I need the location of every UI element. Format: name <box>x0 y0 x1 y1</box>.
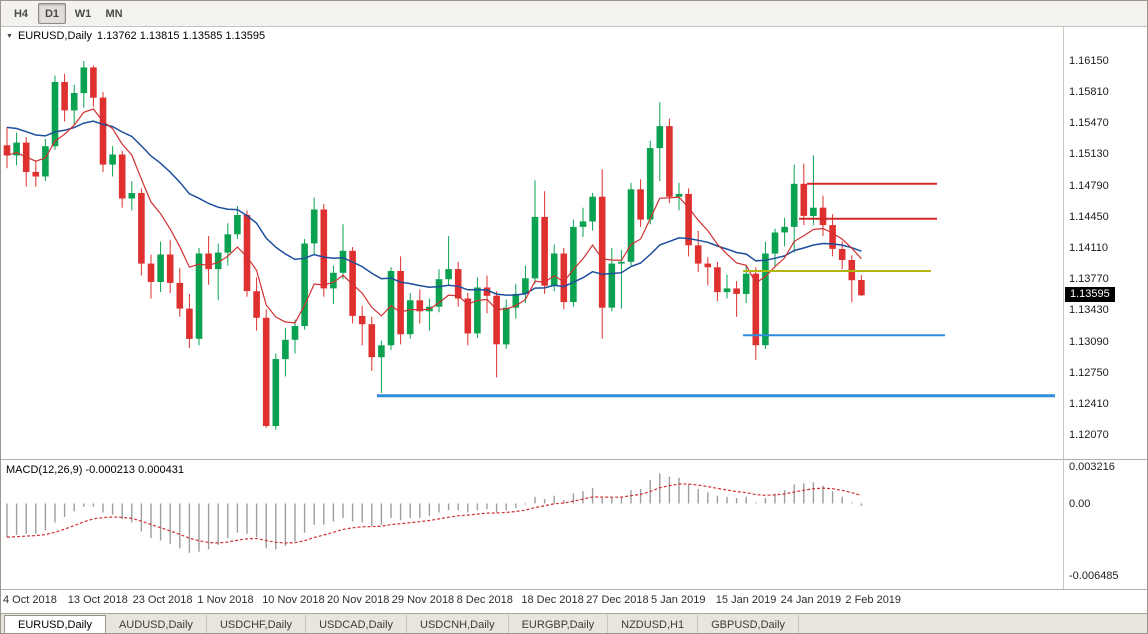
date-axis-label: 29 Nov 2018 <box>391 594 455 606</box>
price-axis-label: 1.13430 <box>1069 304 1109 317</box>
tab-usdcnh-daily[interactable]: USDCNH,Daily <box>407 615 509 633</box>
timeframe-button-d1[interactable]: D1 <box>38 3 66 24</box>
chart-tabs-bar: EURUSD,Daily AUDUSD,Daily USDCHF,Daily USDC… <box>1 613 1147 633</box>
timeframe-button-mn[interactable]: MN <box>105 7 123 20</box>
price-axis[interactable]: 1.13595 1.16150 1.15810 1.15470 1.15130 1.14… <box>1063 27 1147 589</box>
price-axis-label: 1.12750 <box>1069 366 1109 379</box>
price-axis-label: 1.16150 <box>1069 54 1109 67</box>
date-axis-label: 1 Nov 2018 <box>197 594 254 606</box>
time-axis-separator <box>1 589 1147 590</box>
macd-histogram <box>6 473 863 553</box>
panel-splitter[interactable] <box>1 459 1147 460</box>
date-axis-label: 10 Nov 2018 <box>262 594 325 606</box>
macd-indicator-label: MACD(12,26,9) -0.000213 0.000431 <box>6 464 184 476</box>
price-axis-label: 1.15130 <box>1069 148 1109 161</box>
price-axis-label: 1.12070 <box>1069 429 1109 442</box>
macd-axis-label: 0.00 <box>1069 497 1091 510</box>
price-axis-label: 1.13770 <box>1069 273 1109 286</box>
horizontal-line-objects[interactable] <box>377 182 1055 398</box>
tab-audusd-daily[interactable]: AUDUSD,Daily <box>106 615 207 633</box>
macd-panel-canvas[interactable] <box>1 460 1063 589</box>
date-axis-label: 18 Dec 2018 <box>521 594 584 606</box>
price-axis-label: 1.15470 <box>1069 117 1109 130</box>
timeframe-button-h4[interactable]: H4 <box>13 7 29 20</box>
date-axis-label: 5 Jan 2019 <box>651 594 706 606</box>
tab-usdchf-daily[interactable]: USDCHF,Daily <box>207 615 307 633</box>
price-axis-label: 1.14450 <box>1069 210 1109 223</box>
price-axis-label: 1.13090 <box>1069 335 1109 348</box>
chart-ohlc-values: 1.13762 1.13815 1.13585 1.13595 <box>96 30 266 42</box>
date-axis-label: 23 Oct 2018 <box>132 594 193 606</box>
tab-gbpusd-daily[interactable]: GBPUSD,Daily <box>698 615 800 633</box>
date-axis-label: 24 Jan 2019 <box>780 594 842 606</box>
price-axis-label: 1.15810 <box>1069 86 1109 99</box>
price-axis-label: 1.14110 <box>1069 242 1108 255</box>
time-axis[interactable]: 4 Oct 2018 13 Oct 2018 23 Oct 2018 1 Nov 20… <box>1 590 1063 613</box>
price-chart-canvas[interactable] <box>1 27 1063 459</box>
date-axis-label: 2 Feb 2019 <box>845 594 902 606</box>
chart-title: ▼ EURUSD,Daily 1.13762 1.13815 1.13585 1… <box>6 30 265 42</box>
date-axis-label: 20 Nov 2018 <box>327 594 390 606</box>
tab-eurusd-daily[interactable]: EURUSD,Daily <box>4 615 106 633</box>
macd-axis-label: -0.006485 <box>1069 570 1119 583</box>
ma-slow-line <box>6 120 862 296</box>
candles-layer <box>3 60 865 430</box>
current-price-badge: 1.13595 <box>1065 287 1115 303</box>
date-axis-label: 15 Jan 2019 <box>715 594 777 606</box>
date-axis-label: 27 Dec 2018 <box>586 594 649 606</box>
macd-axis-label: 0.003216 <box>1069 461 1115 474</box>
timeframe-toolbar: H4 D1 W1 MN <box>1 1 1147 27</box>
price-axis-label: 1.14790 <box>1069 179 1109 192</box>
timeframe-button-w1[interactable]: W1 <box>74 7 92 20</box>
chart-symbol-label: EURUSD,Daily <box>17 30 92 42</box>
tab-usdcad-daily[interactable]: USDCAD,Daily <box>306 615 408 633</box>
macd-signal-line <box>6 483 862 544</box>
tab-eurgbp-daily[interactable]: EURGBP,Daily <box>509 615 609 633</box>
price-axis-label: 1.12410 <box>1069 397 1109 410</box>
date-axis-label: 4 Oct 2018 <box>3 594 57 606</box>
ma-fast-line <box>6 108 862 324</box>
date-axis-label: 8 Dec 2018 <box>456 594 513 606</box>
date-axis-label: 13 Oct 2018 <box>67 594 128 606</box>
chart-collapse-arrow-icon[interactable]: ▼ <box>6 32 13 40</box>
chart-window: ▼ EURUSD,Daily 1.13762 1.13815 1.13585 1… <box>1 27 1147 613</box>
tab-nzdusd-h1[interactable]: NZDUSD,H1 <box>608 615 699 633</box>
